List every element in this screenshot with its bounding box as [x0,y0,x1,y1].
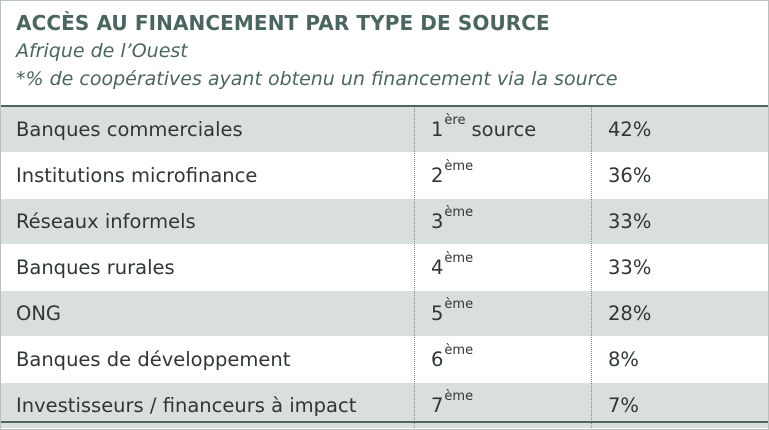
source-rank: 7 ème [414,383,591,428]
rank-superscript: ème [444,159,474,174]
table-row: Banques rurales 4 ème 33% [1,244,768,290]
source-percentage: 8% [591,337,768,382]
table-row: Institutions microfinance 2 ème 36% [1,152,768,198]
rank-superscript: ème [444,343,474,358]
source-rank: 4 ème [414,245,591,290]
source-name: Banques rurales [16,256,175,279]
ranking-table: Banques commerciales 1 ère source 42% Inst… [1,107,768,428]
source-percentage: 42% [591,107,768,152]
source-name: Institutions microfinance [16,164,258,187]
source-percentage: 36% [591,153,768,198]
table-row: ONG 5 ème 28% [1,290,768,336]
card-title: ACCÈS AU FINANCEMENT PAR TYPE DE SOURCE [16,11,550,35]
rank-number: 5 [431,302,444,325]
rank-number: 1 [431,118,444,141]
source-percentage: 28% [591,291,768,336]
rank-superscript: ème [444,389,474,404]
rank-number: 6 [431,348,444,371]
card-subtitle-region: Afrique de l’Ouest [16,40,188,62]
source-name: Banques de développement [16,348,291,371]
table-row: Banques commerciales 1 ère source 42% [1,107,768,152]
source-rank: 6 ème [414,337,591,382]
footer-divider [1,421,768,423]
source-percentage: 33% [591,245,768,290]
card-header: ACCÈS AU FINANCEMENT PAR TYPE DE SOURCE … [16,9,753,93]
rank-number: 7 [431,394,444,417]
rank-superscript: ème [444,297,474,312]
header-divider [1,105,768,107]
card-subtitle-note: *% de coopératives ayant obtenu un finan… [16,68,618,90]
source-name: Investisseurs / financeurs à impact [16,394,357,417]
rank-number: 3 [431,210,444,233]
source-rank: 3 ème [414,199,591,244]
table-row: Investisseurs / financeurs à impact 7 ème… [1,382,768,428]
table-row: Réseaux informels 3 ème 33% [1,198,768,244]
rank-number: 2 [431,164,444,187]
rank-superscript: ère [444,113,466,128]
rank-superscript: ème [444,205,474,220]
table-row: Banques de développement 6 ème 8% [1,336,768,382]
source-name: Réseaux informels [16,210,196,233]
rank-superscript: ème [444,251,474,266]
source-percentage: 33% [591,199,768,244]
source-rank: 1 ère source [414,107,591,152]
source-rank: 2 ème [414,153,591,198]
source-rank: 5 ème [414,291,591,336]
rank-number: 4 [431,256,444,279]
source-percentage: 7% [591,383,768,428]
source-name: ONG [16,302,62,325]
source-name: Banques commerciales [16,118,243,141]
rank-suffix: source [471,118,537,141]
